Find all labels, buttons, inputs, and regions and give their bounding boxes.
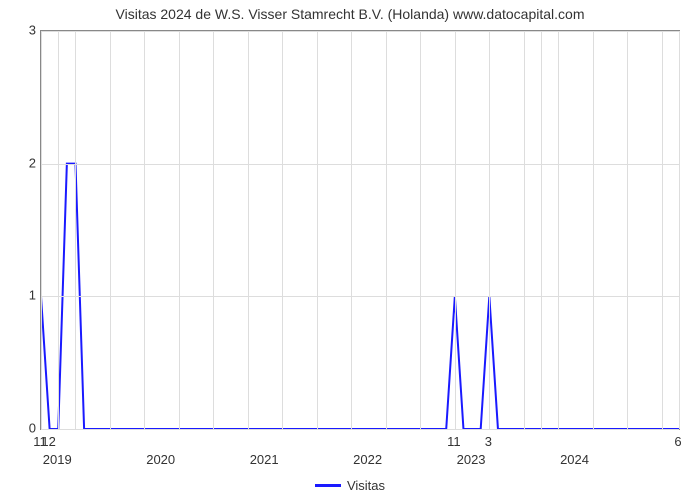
grid-vline (351, 31, 352, 429)
grid-vline (248, 31, 249, 429)
grid-vline (541, 31, 542, 429)
x-point-label: 6 (674, 434, 681, 449)
x-year-label: 2024 (560, 452, 589, 467)
ytick-label: 0 (6, 421, 36, 436)
grid-vline (524, 31, 525, 429)
x-year-label: 2020 (146, 452, 175, 467)
legend-item-visitas: Visitas (315, 478, 385, 493)
grid-vline (179, 31, 180, 429)
ytick-label: 2 (6, 155, 36, 170)
grid-hline (41, 164, 679, 165)
grid-vline (679, 31, 680, 429)
chart-plot-area (40, 30, 680, 430)
grid-vline (213, 31, 214, 429)
x-year-label: 2021 (250, 452, 279, 467)
chart-svg (41, 31, 679, 429)
grid-vline (144, 31, 145, 429)
grid-vline (282, 31, 283, 429)
grid-vline (110, 31, 111, 429)
grid-vline (558, 31, 559, 429)
grid-vline (593, 31, 594, 429)
x-year-label: 2022 (353, 452, 382, 467)
grid-hline (41, 429, 679, 430)
grid-vline (489, 31, 490, 429)
grid-vline (41, 31, 42, 429)
grid-vline (420, 31, 421, 429)
x-point-label: 3 (485, 434, 492, 449)
x-year-label: 2019 (43, 452, 72, 467)
ytick-label: 3 (6, 23, 36, 38)
grid-vline (317, 31, 318, 429)
grid-vline (58, 31, 59, 429)
grid-vline (75, 31, 76, 429)
legend: Visitas (0, 474, 700, 493)
ytick-label: 1 (6, 288, 36, 303)
grid-vline (386, 31, 387, 429)
grid-vline (662, 31, 663, 429)
chart-title: Visitas 2024 de W.S. Visser Stamrecht B.… (0, 6, 700, 22)
x-point-label: 11 (447, 434, 461, 449)
legend-swatch (315, 484, 341, 487)
grid-hline (41, 296, 679, 297)
legend-label: Visitas (347, 478, 385, 493)
grid-vline (455, 31, 456, 429)
x-year-label: 2023 (457, 452, 486, 467)
x-point-label: 12 (41, 434, 55, 449)
grid-hline (41, 31, 679, 32)
grid-vline (627, 31, 628, 429)
